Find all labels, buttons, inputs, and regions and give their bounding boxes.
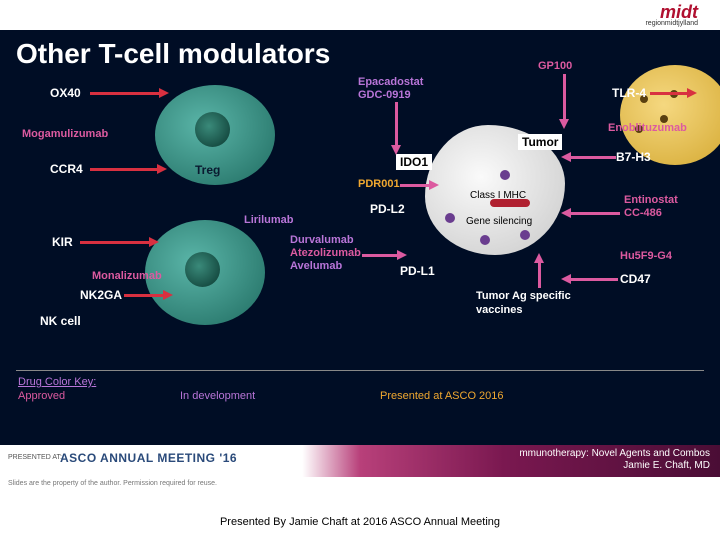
drug-label-7: Durvalumab: [290, 234, 354, 246]
tumor-label: Tumor: [518, 134, 562, 150]
arrow-5: [400, 184, 430, 187]
presented-at-label: PRESENTED AT:: [8, 454, 62, 461]
drug-label-22: CD47: [620, 272, 651, 286]
drug-label-2: CCR4: [50, 162, 83, 176]
footer-author: Jamie E. Chaft, MD: [519, 460, 710, 472]
arrow-10: [570, 278, 618, 281]
drug-label-17: Enoblituzumab: [608, 122, 687, 134]
footer-talk-title: mmunotherapy: Novel Agents and Combos: [519, 448, 710, 460]
silencing-label: Gene silencing: [466, 216, 532, 227]
drug-label-20: CC-486: [624, 207, 662, 219]
footer-right-text: mmunotherapy: Novel Agents and Combos Ja…: [519, 448, 710, 472]
drug-label-23: Tumor Ag specific: [476, 290, 571, 302]
arrow-6: [362, 254, 398, 257]
arrow-3: [124, 294, 164, 297]
footer-disclaimer: Slides are the property of the author. P…: [8, 480, 217, 487]
drug-label-0: OX40: [50, 86, 81, 100]
drug-label-19: Entinostat: [624, 194, 678, 206]
slide-caption: Presented By Jamie Chaft at 2016 ASCO An…: [0, 516, 720, 528]
nk-nucleus: [185, 252, 220, 287]
arrow-11: [650, 92, 688, 95]
drug-label-18: B7-H3: [616, 150, 651, 164]
logo-subtitle: regionmidtjylland: [645, 20, 698, 27]
mhc-label: Class I MHC: [470, 190, 526, 201]
drug-label-1: Mogamulizumab: [22, 128, 108, 140]
nk-label: NK cell: [40, 314, 81, 328]
footer-banner: PRESENTED AT: ASCO ANNUAL MEETING '16 mm…: [0, 445, 720, 477]
drug-label-4: Monalizumab: [92, 270, 162, 282]
drug-label-12: PDR001: [358, 178, 400, 190]
drug-label-16: TLR-4: [612, 86, 646, 100]
drug-label-21: Hu5F9-G4: [620, 250, 672, 262]
arrow-4: [395, 102, 398, 146]
arrow-12: [538, 262, 541, 288]
legend-divider: [16, 370, 704, 371]
treg-label: Treg: [195, 163, 220, 177]
drug-label-14: PD-L1: [400, 264, 435, 278]
asco-meeting-label: ASCO ANNUAL MEETING '16: [60, 451, 237, 465]
arrow-1: [90, 168, 158, 171]
legend-development: In development: [180, 390, 255, 402]
drug-label-5: NK2GA: [80, 288, 122, 302]
arrow-7: [563, 74, 566, 120]
drug-label-6: Lirilumab: [244, 214, 294, 226]
slide-title: Other T-cell modulators: [16, 38, 330, 70]
drug-label-13: PD-L2: [370, 202, 405, 216]
treg-nucleus: [195, 112, 230, 147]
arrow-9: [570, 212, 620, 215]
drug-label-8: Atezolizumab: [290, 247, 361, 259]
drug-label-3: KIR: [52, 235, 73, 249]
legend-approved: Approved: [18, 390, 65, 402]
arrow-8: [570, 156, 616, 159]
legend-key: Drug Color Key:: [18, 376, 96, 388]
ido1-label: IDO1: [396, 154, 432, 170]
arrow-0: [90, 92, 160, 95]
drug-label-15: GP100: [538, 60, 572, 72]
slide-background: Other T-cell modulators Treg NK cell Tum…: [0, 30, 720, 445]
drug-label-24: vaccines: [476, 304, 522, 316]
drug-label-11: GDC-0919: [358, 89, 411, 101]
header-bar: midt regionmidtjylland: [0, 0, 720, 30]
arrow-2: [80, 241, 150, 244]
drug-label-10: Epacadostat: [358, 76, 423, 88]
legend-asco: Presented at ASCO 2016: [380, 390, 504, 402]
drug-label-9: Avelumab: [290, 260, 342, 272]
